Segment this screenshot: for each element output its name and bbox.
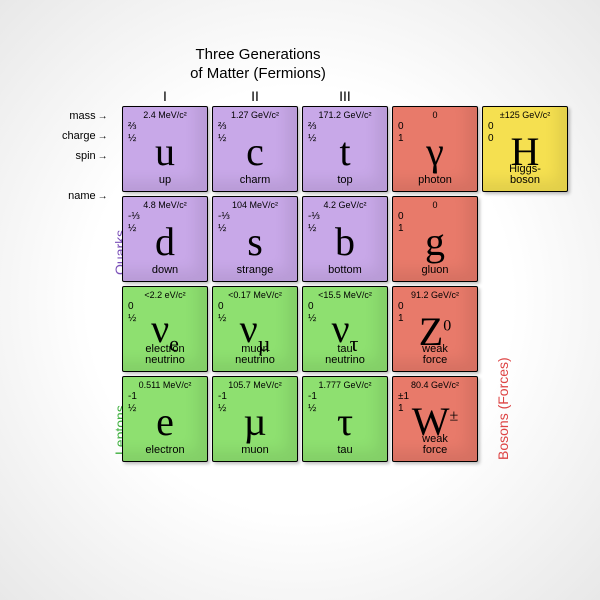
particle-name: electron xyxy=(123,445,207,457)
particle-charge-spin: 01 xyxy=(398,121,404,144)
particle-mass: 1.777 GeV/c² xyxy=(303,380,387,390)
particle-electron-neutrino: <2.2 eV/c²0½νeelectronneutrino xyxy=(122,286,208,372)
particle-mass: 91.2 GeV/c² xyxy=(393,290,477,300)
particle-symbol: e xyxy=(156,402,174,442)
particle-name: Higgs-boson xyxy=(483,164,567,187)
particle-mass: 80.4 GeV/c² xyxy=(393,380,477,390)
particle-charge-spin: -1½ xyxy=(218,391,227,414)
particle-charge-spin: 0½ xyxy=(128,301,136,324)
particle-name: charm xyxy=(213,175,297,187)
particle-charge-spin: 01 xyxy=(398,211,404,234)
particle-symbol: γ xyxy=(426,132,444,172)
particle-mass: 4.8 MeV/c² xyxy=(123,200,207,210)
particle-name: weakforce xyxy=(393,344,477,367)
particle-symbol: d xyxy=(155,222,175,262)
particle-charge-spin: -⅓½ xyxy=(308,211,320,234)
particle-name: top xyxy=(303,175,387,187)
particle-tau-neutrino: <15.5 MeV/c²0½ντtauneutrino xyxy=(302,286,388,372)
particle-charge-spin: -1½ xyxy=(308,391,317,414)
particle-mass: 4.2 GeV/c² xyxy=(303,200,387,210)
particle-name: down xyxy=(123,265,207,277)
particle-mass: ±125 GeV/c² xyxy=(483,110,567,120)
particle-mass: <0.17 MeV/c² xyxy=(213,290,297,300)
particle-name: muon xyxy=(213,445,297,457)
particle-symbol: t xyxy=(339,132,350,172)
particle-name: up xyxy=(123,175,207,187)
particle-name: photon xyxy=(393,175,477,187)
particle-charge-spin: ⅔½ xyxy=(308,121,316,144)
particle-weak-force: 91.2 GeV/c²01Z0weakforce xyxy=(392,286,478,372)
particle-gluon: 001 g gluon xyxy=(392,196,478,282)
particle-mass: 0 xyxy=(393,110,477,120)
particle-strange: 104 MeV/c²-⅓½ s strange xyxy=(212,196,298,282)
particle-name: bottom xyxy=(303,265,387,277)
particle-symbol: c xyxy=(246,132,264,172)
particle-name: tauneutrino xyxy=(303,344,387,367)
particle-charge-spin: 0½ xyxy=(218,301,226,324)
particle-mass: 2.4 MeV/c² xyxy=(123,110,207,120)
particle-down: 4.8 MeV/c²-⅓½ d down xyxy=(122,196,208,282)
particle-charge-spin: 00 xyxy=(488,121,494,144)
particle-name: gluon xyxy=(393,265,477,277)
particle-mass: <15.5 MeV/c² xyxy=(303,290,387,300)
particle-name: electronneutrino xyxy=(123,344,207,367)
particle-mass: 105.7 MeV/c² xyxy=(213,380,297,390)
particle-charge-spin: -⅓½ xyxy=(128,211,140,234)
particle-bottom: 4.2 GeV/c²-⅓½ b bottom xyxy=(302,196,388,282)
particle-mass: 0.511 MeV/c² xyxy=(123,380,207,390)
particle-charge-spin: ±11 xyxy=(398,391,409,414)
particle-symbol: u xyxy=(155,132,175,172)
particle-charge-spin: -⅓½ xyxy=(218,211,230,234)
particle-mass: <2.2 eV/c² xyxy=(123,290,207,300)
particle-mass: 0 xyxy=(393,200,477,210)
particle-Higgs--boson: ±125 GeV/c²00HHiggs-boson xyxy=(482,106,568,192)
particle-weak-force: 80.4 GeV/c²±11W±weakforce xyxy=(392,376,478,462)
particle-mass: 1.27 GeV/c² xyxy=(213,110,297,120)
particle-symbol: b xyxy=(335,222,355,262)
particle-muon-neutrino: <0.17 MeV/c²0½νµmuonneutrino xyxy=(212,286,298,372)
particle-tau: 1.777 GeV/c²-1½ τ tau xyxy=(302,376,388,462)
particle-charge-spin: -1½ xyxy=(128,391,137,414)
particle-top: 171.2 GeV/c²⅔½ t top xyxy=(302,106,388,192)
particle-muon: 105.7 MeV/c²-1½ µ muon xyxy=(212,376,298,462)
particle-name: strange xyxy=(213,265,297,277)
particle-symbol: s xyxy=(247,222,263,262)
particle-photon: 001 γ photon xyxy=(392,106,478,192)
particle-name: weakforce xyxy=(393,434,477,457)
particle-up: 2.4 MeV/c²⅔½ u up xyxy=(122,106,208,192)
particle-mass: 104 MeV/c² xyxy=(213,200,297,210)
particle-charge-spin: 01 xyxy=(398,301,404,324)
particle-symbol: g xyxy=(425,222,445,262)
particle-charge-spin: ⅔½ xyxy=(128,121,136,144)
particle-charm: 1.27 GeV/c²⅔½ c charm xyxy=(212,106,298,192)
particle-grid: 2.4 MeV/c²⅔½uup1.27 GeV/c²⅔½ccharm171.2 … xyxy=(78,62,586,462)
particle-charge-spin: 0½ xyxy=(308,301,316,324)
particle-charge-spin: ⅔½ xyxy=(218,121,226,144)
particle-mass: 171.2 GeV/c² xyxy=(303,110,387,120)
particle-symbol: τ xyxy=(337,402,353,442)
particle-name: muonneutrino xyxy=(213,344,297,367)
particle-name: tau xyxy=(303,445,387,457)
particle-electron: 0.511 MeV/c²-1½ e electron xyxy=(122,376,208,462)
particle-symbol: µ xyxy=(243,402,266,442)
